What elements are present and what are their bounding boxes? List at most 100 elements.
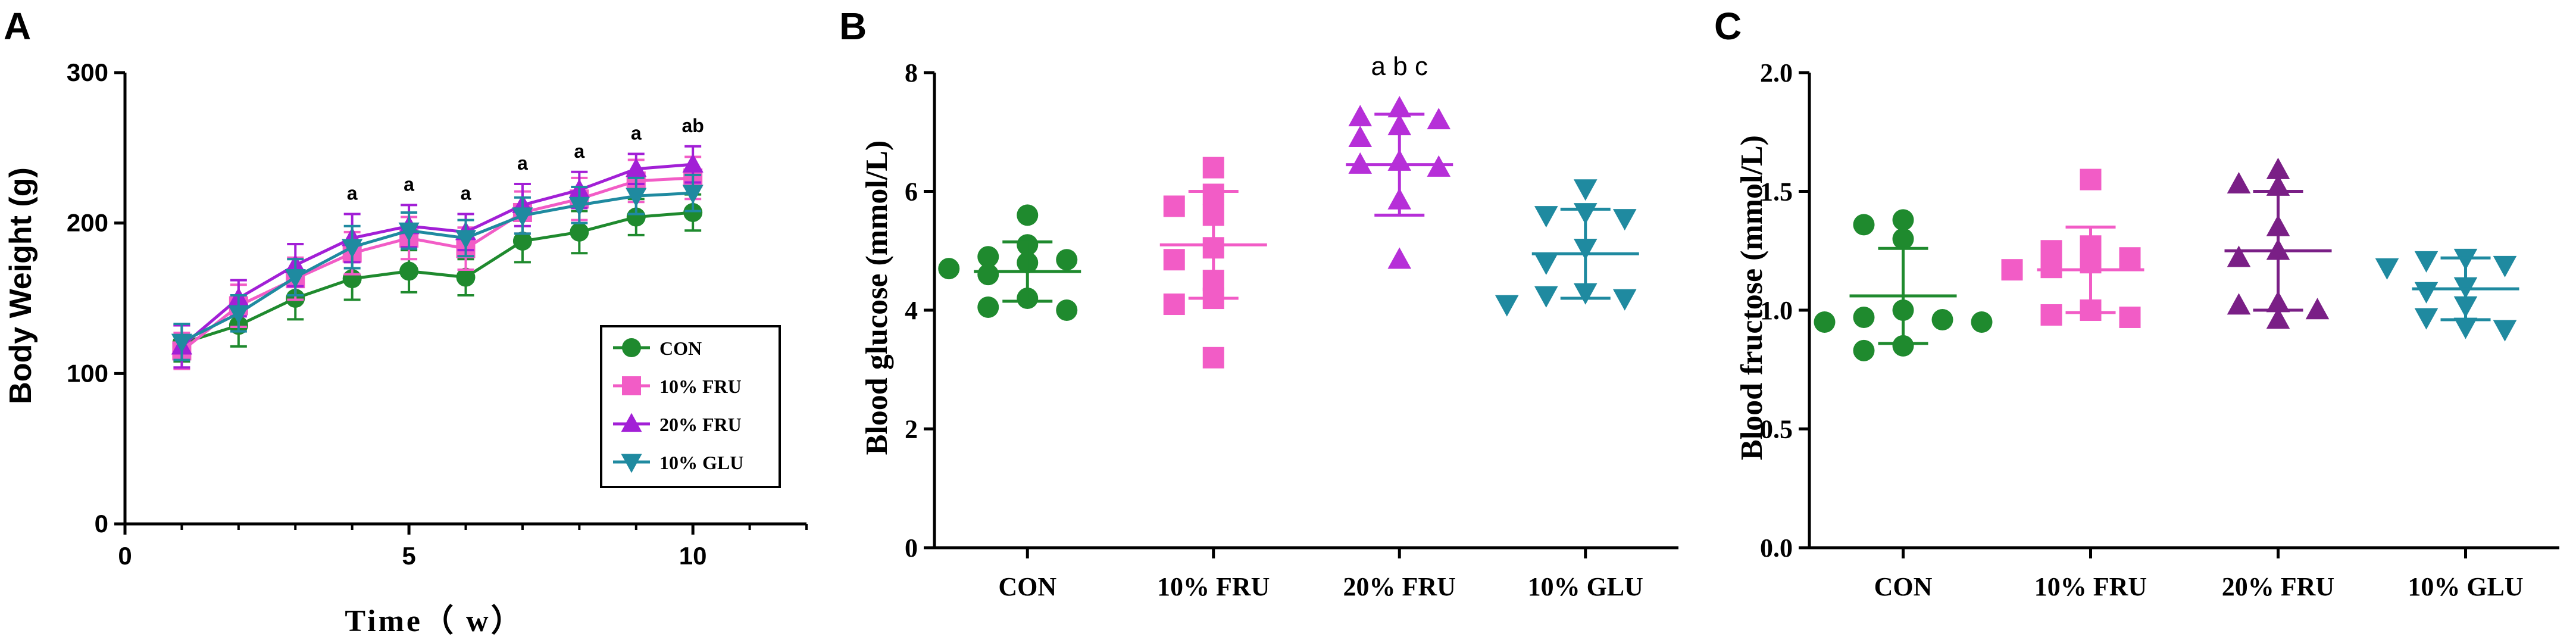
panel-c-y-axis-label: Blood fructose (mmol/L)	[1735, 135, 1769, 460]
panel-b-point-con	[938, 258, 960, 280]
panel-c-point-10-fru	[2119, 247, 2141, 269]
panel-c-point-con	[1892, 228, 1914, 250]
panel-b-point-con	[1017, 204, 1039, 226]
legend-marker-20-fru	[621, 413, 642, 432]
panel-c-x-tick-label: 10% GLU	[2408, 572, 2523, 601]
panel-a-point-10-glu	[512, 207, 533, 227]
panel-c-point-con	[1814, 311, 1836, 333]
panel-c-point-20-fru	[2227, 171, 2251, 193]
panel-c-point-con	[1971, 311, 1993, 333]
panel-b-point-10-glu	[1573, 179, 1598, 201]
panel-a-x-tick-label: 5	[402, 542, 415, 570]
panel-a-significance-label: a	[574, 141, 584, 162]
panel-b-point-10-fru	[1163, 249, 1185, 271]
panel-b-x-tick-label: 10% FRU	[1157, 572, 1270, 601]
panel-b-y-tick-label: 0	[905, 533, 918, 563]
panel-b-x-tick-label: CON	[998, 572, 1056, 601]
panel-a-point-10-glu	[626, 188, 647, 207]
panel-b-significance-label: a b c	[1371, 52, 1428, 81]
panel-b-point-20-fru	[1348, 152, 1373, 174]
panel-a-point-con	[626, 207, 646, 227]
panel-label-a: A	[4, 5, 31, 48]
panel-c-point-con	[1931, 308, 1953, 330]
panel-a-series-line-con	[181, 211, 693, 345]
panel-a-significance-label: a	[461, 183, 471, 204]
panel-b-scatter-chart: 0 2 4 6 8 CON 10% FRU 20% FRU 10% GLU a b c	[905, 52, 1678, 601]
legend-label-10-fru: 10% FRU	[659, 376, 742, 397]
panel-b-x-tick-label: 10% GLU	[1528, 572, 1643, 601]
panel-c-y-tick-label: 1.0	[1760, 296, 1793, 325]
panel-b-point-10-glu	[1534, 253, 1558, 275]
panel-b-point-con	[977, 246, 999, 268]
panel-b-point-20-fru	[1348, 105, 1373, 127]
panel-b-point-10-fru	[1163, 195, 1185, 217]
panel-a-point-con	[456, 267, 476, 287]
panel-b-point-10-fru	[1202, 157, 1224, 179]
panel-a-point-10-glu	[568, 196, 590, 216]
panel-a-significance-label: a	[631, 122, 642, 143]
panel-a-point-10-glu	[398, 222, 420, 242]
panel-a-significance-label: a	[517, 152, 528, 174]
panel-b-point-10-fru	[1163, 294, 1185, 316]
panel-a-point-con	[683, 202, 703, 222]
panel-a-y-tick-label: 0	[95, 510, 108, 538]
panel-c-point-10-glu	[2414, 282, 2439, 304]
panel-c-point-20-fru	[2227, 293, 2251, 315]
panel-c-point-20-fru	[2266, 307, 2290, 329]
panel-c-point-10-fru	[2119, 306, 2141, 328]
panel-a-y-tick-label: 200	[67, 209, 108, 237]
panel-c-point-10-glu	[2493, 320, 2517, 342]
panel-label-b: B	[839, 5, 867, 48]
panel-b-y-tick-label: 8	[905, 58, 918, 88]
panel-c-point-20-fru	[2266, 157, 2290, 179]
panel-b-point-10-fru	[1202, 346, 1224, 369]
panel-b-point-20-fru	[1348, 126, 1373, 148]
panel-c-point-con	[1853, 339, 1875, 361]
panel-b-point-10-glu	[1612, 209, 1637, 231]
panel-b-point-10-glu	[1534, 286, 1558, 308]
panel-c-point-con	[1853, 306, 1875, 328]
panel-c-point-con	[1892, 335, 1914, 357]
panel-c-point-10-glu	[2375, 258, 2399, 280]
panel-c-scatter-chart: 0.0 0.5 1.0 1.5 2.0 CON 10% FRU 20% FRU 10% GLU	[1760, 58, 2559, 601]
panel-a-legend: CON 10% FRU 20% FRU 10% GLU	[600, 325, 781, 488]
panel-a-point-con	[399, 261, 419, 281]
panel-b-point-con	[977, 296, 999, 319]
legend-label-con: CON	[659, 338, 702, 359]
panel-b-point-con	[977, 264, 999, 286]
panel-c-point-20-fru	[2305, 298, 2330, 320]
panel-a-series-line-10-fru	[180, 176, 693, 352]
panel-c-point-10-fru	[2080, 168, 2102, 191]
panel-c-x-tick-label: 20% FRU	[2222, 572, 2334, 601]
panel-a-series-line-20-fru	[180, 163, 693, 348]
panel-c-point-con	[1853, 214, 1875, 236]
panel-a-significance-label: a	[347, 183, 358, 204]
panel-b-point-10-glu	[1495, 295, 1519, 317]
panel-a-y-tick-label: 100	[67, 359, 108, 387]
panel-c-x-tick-label: CON	[1874, 572, 1933, 601]
panel-c-point-10-glu	[2414, 251, 2439, 273]
legend-marker-con	[622, 338, 641, 357]
panel-a-x-tick-label: 10	[679, 542, 707, 570]
legend-label-20-fru: 20% FRU	[659, 414, 742, 435]
panel-a-series-line-10-glu	[181, 191, 693, 344]
panel-b-y-axis-label: Blood glucose (mmol/L)	[860, 141, 894, 455]
panel-c-point-10-glu	[2453, 317, 2478, 339]
panel-b-y-tick-label: 2	[905, 415, 918, 444]
panel-c-y-tick-label: 2.0	[1760, 58, 1793, 88]
panel-b-y-tick-label: 4	[905, 296, 918, 325]
panel-label-c: C	[1714, 5, 1742, 48]
panel-b-point-con	[1056, 299, 1078, 321]
legend-marker-10-glu	[621, 454, 642, 473]
panel-c-point-con	[1892, 209, 1914, 231]
panel-a-point-10-glu	[285, 269, 306, 289]
panel-a-y-tick-label: 300	[67, 58, 108, 86]
panel-c-point-10-fru	[2040, 257, 2062, 279]
panel-b-y-tick-label: 6	[905, 177, 918, 207]
panel-a-significance-label: a	[404, 173, 414, 195]
panel-a-x-tick-label: 0	[118, 542, 132, 570]
panel-b-point-20-fru	[1387, 96, 1412, 118]
panel-a-point-10-glu	[342, 239, 363, 258]
panel-c-point-10-fru	[2040, 304, 2062, 326]
